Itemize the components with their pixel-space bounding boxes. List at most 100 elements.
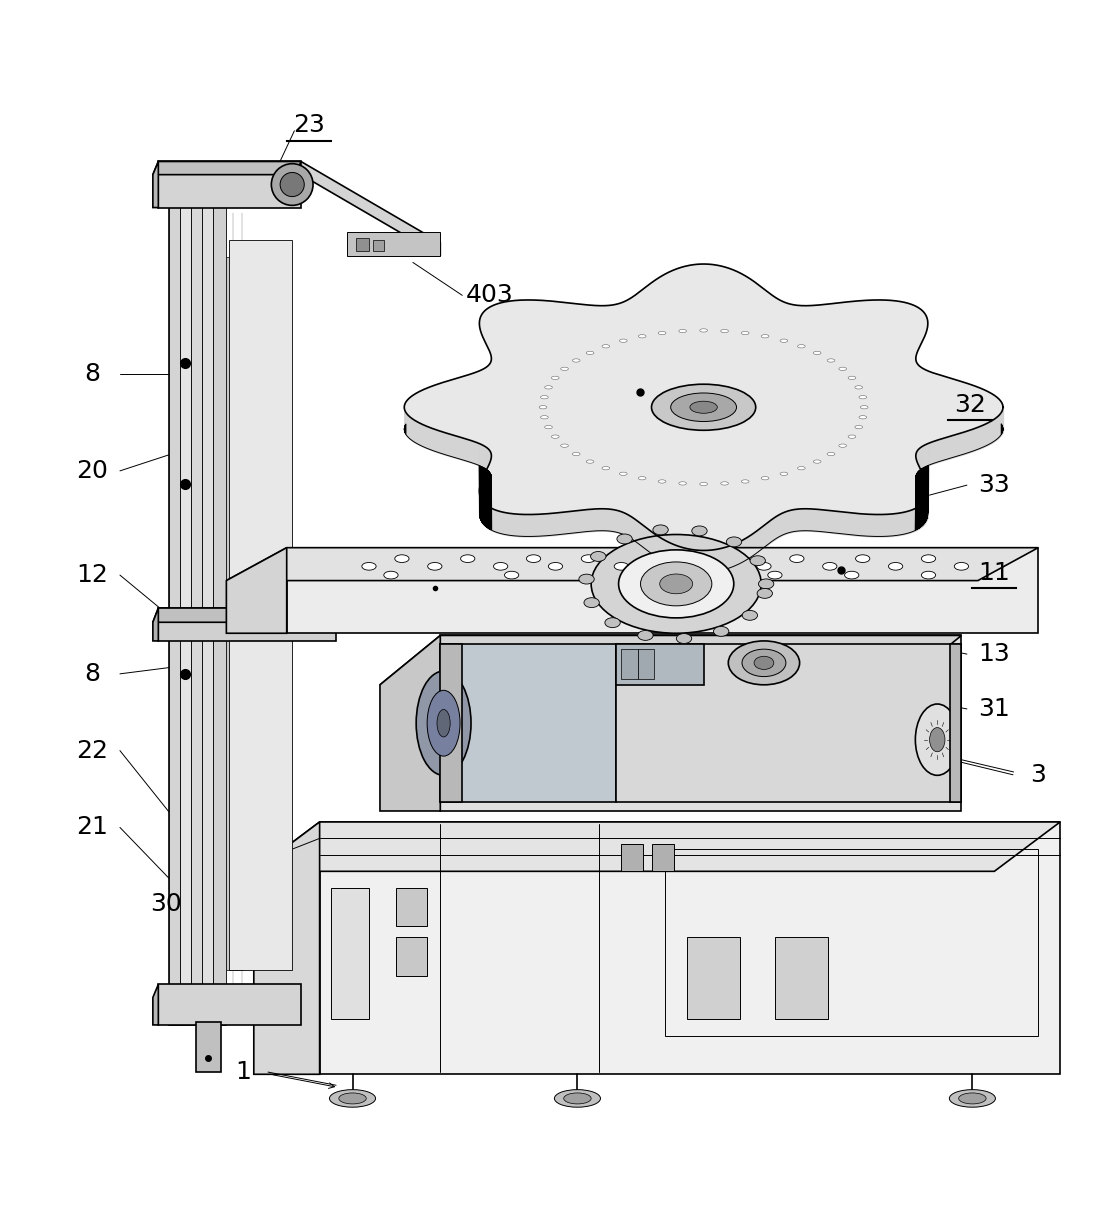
Polygon shape (380, 636, 961, 685)
Ellipse shape (572, 358, 580, 362)
Polygon shape (440, 644, 462, 802)
Ellipse shape (541, 416, 548, 418)
Polygon shape (301, 162, 440, 256)
Ellipse shape (950, 1090, 995, 1107)
Ellipse shape (757, 562, 771, 571)
Ellipse shape (271, 163, 313, 205)
Text: 403: 403 (466, 283, 513, 307)
Ellipse shape (587, 460, 594, 464)
Ellipse shape (844, 572, 859, 579)
Ellipse shape (330, 1090, 376, 1107)
Ellipse shape (639, 476, 645, 480)
Ellipse shape (930, 728, 945, 752)
Text: 12: 12 (77, 563, 109, 587)
Ellipse shape (828, 358, 834, 362)
Polygon shape (153, 609, 337, 622)
Ellipse shape (780, 339, 788, 342)
Ellipse shape (383, 572, 398, 579)
Text: 20: 20 (77, 459, 109, 483)
Text: 13: 13 (979, 642, 1010, 666)
Ellipse shape (658, 480, 665, 483)
Ellipse shape (561, 367, 569, 371)
Polygon shape (159, 609, 337, 640)
Ellipse shape (617, 534, 632, 544)
Ellipse shape (679, 329, 687, 333)
Ellipse shape (768, 572, 782, 579)
Polygon shape (320, 822, 1060, 1075)
Bar (621, 844, 643, 871)
Ellipse shape (638, 631, 653, 640)
Polygon shape (227, 547, 1038, 580)
Polygon shape (950, 644, 961, 802)
Ellipse shape (742, 649, 785, 676)
Bar (621, 649, 638, 680)
Ellipse shape (544, 385, 552, 389)
Ellipse shape (619, 550, 733, 618)
Ellipse shape (921, 572, 935, 579)
Bar (774, 937, 828, 1020)
Polygon shape (153, 609, 159, 640)
Polygon shape (440, 644, 615, 802)
Ellipse shape (394, 555, 409, 562)
Text: 1: 1 (234, 1060, 251, 1085)
Ellipse shape (679, 482, 687, 485)
Bar (373, 240, 384, 252)
Ellipse shape (602, 466, 610, 470)
Polygon shape (153, 984, 159, 1025)
Ellipse shape (692, 526, 707, 536)
Ellipse shape (362, 562, 377, 571)
Ellipse shape (859, 416, 867, 418)
Polygon shape (227, 256, 243, 971)
Ellipse shape (527, 555, 541, 562)
Polygon shape (440, 636, 961, 811)
Bar (397, 937, 427, 975)
Ellipse shape (741, 331, 749, 335)
Ellipse shape (639, 335, 645, 337)
Polygon shape (169, 202, 180, 1025)
Ellipse shape (713, 627, 729, 637)
Text: 22: 22 (77, 739, 109, 763)
Ellipse shape (757, 589, 772, 599)
Ellipse shape (854, 426, 862, 428)
Ellipse shape (839, 367, 847, 371)
Ellipse shape (671, 393, 737, 422)
Text: 8: 8 (84, 362, 100, 387)
Ellipse shape (572, 453, 580, 455)
Ellipse shape (741, 480, 749, 483)
Ellipse shape (428, 562, 442, 571)
Ellipse shape (889, 562, 903, 571)
Text: 3: 3 (1030, 763, 1047, 787)
Ellipse shape (860, 406, 868, 409)
Ellipse shape (551, 377, 559, 379)
Polygon shape (347, 232, 440, 256)
Bar (331, 888, 369, 1020)
Polygon shape (196, 1022, 221, 1072)
Ellipse shape (591, 551, 605, 562)
Ellipse shape (721, 482, 729, 485)
Ellipse shape (504, 572, 519, 579)
Ellipse shape (798, 466, 805, 470)
Ellipse shape (563, 1093, 591, 1104)
Ellipse shape (822, 562, 837, 571)
Ellipse shape (700, 329, 708, 333)
Bar (665, 849, 1038, 1036)
Polygon shape (153, 162, 159, 207)
Ellipse shape (859, 395, 867, 399)
Ellipse shape (798, 345, 805, 348)
Ellipse shape (690, 401, 718, 413)
Polygon shape (380, 636, 440, 811)
Polygon shape (180, 202, 191, 1025)
Ellipse shape (828, 453, 834, 455)
Ellipse shape (417, 671, 471, 775)
Polygon shape (169, 202, 182, 1025)
Ellipse shape (700, 482, 708, 486)
Ellipse shape (587, 351, 594, 355)
Text: 23: 23 (292, 113, 324, 137)
Ellipse shape (584, 598, 599, 607)
Bar (652, 844, 674, 871)
Ellipse shape (848, 436, 855, 438)
Ellipse shape (427, 691, 460, 756)
Polygon shape (253, 822, 1060, 871)
Polygon shape (153, 162, 301, 174)
Ellipse shape (653, 525, 668, 535)
